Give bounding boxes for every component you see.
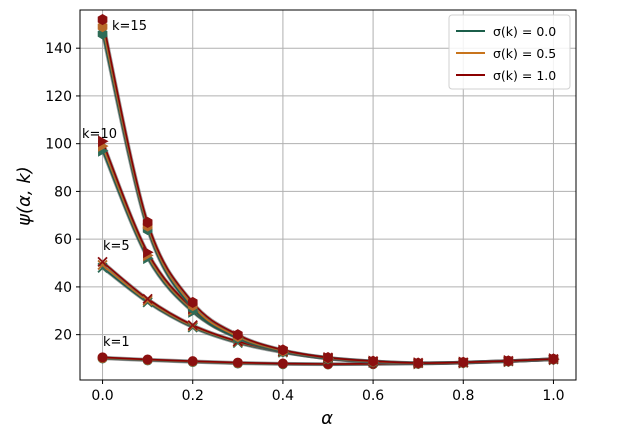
marker-x (142, 297, 153, 308)
x-tick-label: 0.4 (272, 388, 294, 404)
legend-label: σ(k) = 0.0 (493, 24, 556, 39)
x-tick-label: 0.8 (452, 388, 474, 404)
y-tick-label: 80 (54, 184, 72, 200)
annotation-k5: k=5 (103, 239, 130, 254)
x-axis-label: α (321, 408, 333, 429)
marker-x (187, 319, 198, 331)
marker-circle (277, 358, 288, 369)
y-axis-label: ψ(α, k) (14, 166, 35, 226)
marker-hexagon (458, 356, 469, 368)
x-tick-label: 1.0 (542, 388, 564, 404)
x-tick-label: 0.0 (91, 388, 113, 404)
data-markers (97, 13, 560, 370)
legend: σ(k) = 0.0 σ(k) = 0.5 σ(k) = 1.0 (448, 14, 571, 90)
marker-hexagon (413, 357, 424, 369)
series-line-shadow (101, 150, 554, 366)
y-tick-label: 60 (54, 232, 72, 248)
marker-circle (232, 357, 243, 368)
marker-hexagon (97, 13, 108, 26)
annotation-k10: k=10 (82, 127, 117, 142)
series-line-k10-sigma-0.0 (101, 150, 554, 365)
series-line-shadow (101, 145, 554, 365)
y-tick-label: 140 (45, 41, 72, 57)
marker-x (142, 293, 153, 304)
legend-label: σ(k) = 1.0 (493, 68, 556, 83)
y-tick-label: 100 (45, 137, 72, 153)
marker-hexagon (368, 355, 378, 367)
marker-triangle (143, 246, 154, 259)
marker-hexagon (548, 353, 559, 365)
marker-circle (187, 356, 198, 367)
marker-hexagon (278, 344, 288, 356)
y-tick-label: 40 (54, 280, 72, 296)
marker-hexagon (232, 329, 243, 341)
y-tick-label: 120 (45, 89, 72, 105)
marker-x (142, 295, 153, 306)
series-line-shadow (101, 140, 554, 365)
y-tick-label: 20 (54, 328, 72, 344)
marker-hexagon (97, 21, 108, 33)
series-line-k10-sigma-1.0 (101, 140, 554, 364)
marker-circle (142, 354, 153, 365)
marker-hexagon (142, 216, 153, 229)
marker-x (97, 256, 108, 267)
marker-hexagon (323, 351, 333, 364)
axis-ticks: 0.0 0.2 0.4 0.6 0.8 1.0 20 40 60 80 100 120 140 (45, 41, 564, 404)
marker-hexagon (503, 355, 514, 367)
marker-hexagon (97, 28, 108, 40)
marker-hexagon (187, 296, 198, 308)
x-tick-label: 0.2 (182, 388, 204, 404)
series-line-k10-sigma-0.5 (101, 145, 554, 365)
marker-triangle (98, 135, 109, 148)
marker-x (97, 259, 108, 271)
legend-label: σ(k) = 0.5 (493, 46, 556, 61)
annotation-k1: k=1 (103, 335, 130, 350)
annotation-k15: k=15 (112, 19, 147, 34)
plot-frame (79, 9, 577, 381)
marker-circle (97, 352, 108, 363)
x-tick-label: 0.6 (362, 388, 384, 404)
legend-box (448, 14, 571, 90)
annotations: k=1 k=5 k=10 k=15 (82, 19, 147, 350)
